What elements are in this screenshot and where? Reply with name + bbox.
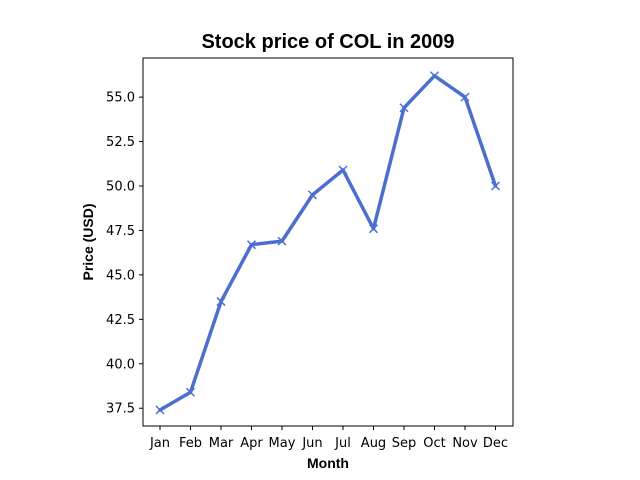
- data-point-marker: [246, 240, 257, 250]
- series-layer: [155, 71, 501, 415]
- chart-title: Stock price of COL in 2009: [201, 31, 454, 53]
- data-point-marker: [216, 297, 226, 307]
- x-tick-label: Dec: [483, 436, 508, 451]
- data-point-marker: [368, 224, 379, 234]
- series-line: [158, 74, 498, 412]
- data-point-marker: [277, 236, 287, 246]
- x-axis: Jan Feb Mar Apr May Jun Jul Aug Sep Oct Nov Dec: [149, 426, 508, 451]
- y-tick-label: 45.0: [106, 268, 135, 283]
- data-point-marker: [338, 165, 348, 175]
- y-tick-label: 50.0: [106, 180, 135, 195]
- x-tick-label: Sep: [392, 436, 417, 451]
- x-tick-label: Jun: [301, 436, 322, 451]
- plot-area-frame: [142, 57, 514, 427]
- x-tick-label: Aug: [361, 436, 386, 451]
- y-tick-label: 55.0: [106, 91, 135, 106]
- data-point-marker: [399, 103, 409, 113]
- data-point-marker: [307, 190, 318, 200]
- y-tick-label: 52.5: [106, 135, 135, 150]
- data-point-marker: [155, 405, 165, 415]
- x-tick-label: Oct: [423, 436, 445, 451]
- data-point-marker: [185, 387, 196, 397]
- x-tick-label: Jul: [334, 436, 351, 451]
- data-point-marker: [490, 181, 501, 191]
- y-tick-label: 42.5: [106, 313, 135, 328]
- y-tick-label: 37.5: [106, 402, 135, 417]
- y-tick-label: 40.0: [106, 357, 135, 372]
- x-tick-label: Feb: [179, 436, 202, 451]
- data-point-marker: [429, 71, 440, 81]
- y-tick-label: 47.5: [106, 224, 135, 239]
- data-point-marker: [460, 92, 470, 102]
- x-tick-label: Mar: [209, 436, 234, 451]
- x-tick-label: Apr: [240, 436, 263, 451]
- x-tick-label: May: [269, 436, 296, 451]
- x-axis-label: Month: [307, 455, 349, 471]
- x-tick-label: Nov: [452, 436, 478, 451]
- x-tick-label: Jan: [149, 436, 170, 451]
- y-axis-label: Price (USD): [80, 203, 96, 280]
- y-axis: 37.5 40.0 42.5 45.0 47.5 50.0 52.5 55.0: [106, 91, 143, 417]
